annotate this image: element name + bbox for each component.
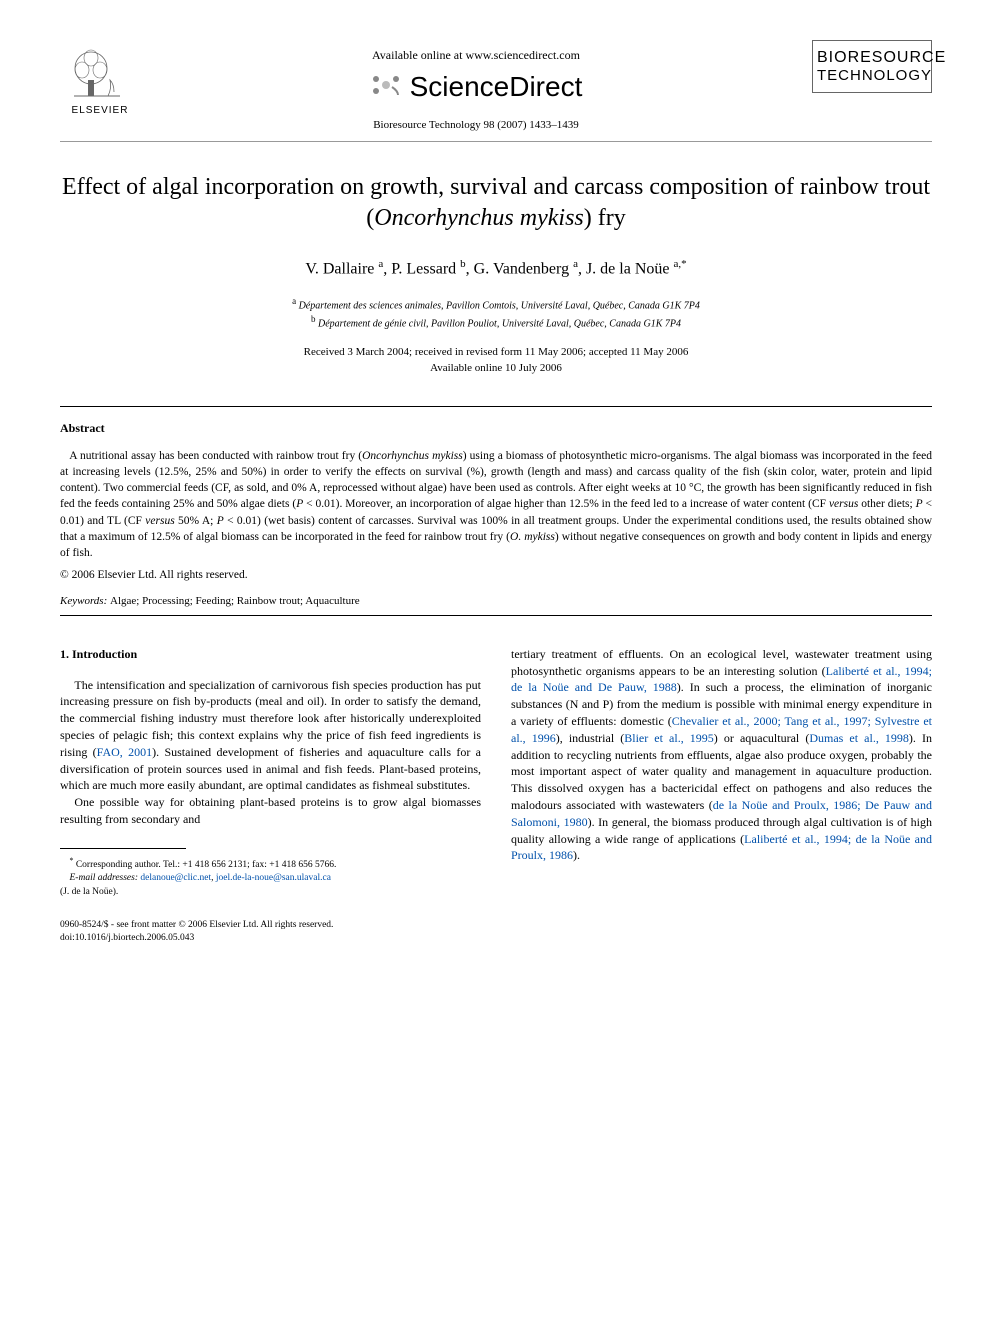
column-left: 1. Introduction The intensification and …	[60, 646, 481, 946]
abs-seg: A nutritional assay has been conducted w…	[69, 450, 362, 462]
dates-line1: Received 3 March 2004; received in revis…	[304, 346, 689, 358]
citation-link[interactable]: Dumas et al., 1998	[809, 731, 909, 745]
abs-versus: versus	[145, 515, 174, 527]
abs-seg: < 0.01). Moreover, an incorporation of a…	[303, 498, 829, 510]
author-1: V. Dallaire	[305, 261, 378, 278]
intro-heading: 1. Introduction	[60, 646, 481, 663]
journal-logo-line2: TECHNOLOGY	[817, 67, 927, 84]
body-columns: 1. Introduction The intensification and …	[60, 646, 932, 946]
center-header: Available online at www.sciencedirect.co…	[140, 40, 812, 131]
doi: doi:10.1016/j.biortech.2006.05.043	[60, 932, 481, 945]
title-post: ) fry	[584, 205, 626, 231]
abs-seg: 50% A;	[175, 515, 217, 527]
footnotes: * Corresponding author. Tel.: +1 418 656…	[60, 855, 481, 899]
abstract-text: A nutritional assay has been conducted w…	[60, 448, 932, 561]
article-dates: Received 3 March 2004; received in revis…	[60, 345, 932, 376]
copyright-line: © 2006 Elsevier Ltd. All rights reserved…	[60, 569, 932, 581]
email-link[interactable]: delanoue@clic.net	[140, 873, 211, 883]
sciencedirect-brand: ScienceDirect	[140, 71, 812, 103]
abs-versus: versus	[829, 498, 858, 510]
abs-species: Oncorhynchus mykiss	[362, 450, 463, 462]
elsevier-tree-icon	[70, 40, 130, 100]
citation-text: Bioresource Technology 98 (2007) 1433–14…	[140, 119, 812, 131]
abstract-bottom-divider	[60, 615, 932, 616]
journal-logo: BIORESOURCE TECHNOLOGY	[812, 40, 932, 93]
email-label: E-mail addresses:	[70, 873, 139, 883]
article-title: Effect of algal incorporation on growth,…	[60, 172, 932, 234]
elsevier-logo: ELSEVIER	[60, 40, 140, 116]
header-divider	[60, 141, 932, 142]
abs-pval: P	[916, 498, 923, 510]
citation-link[interactable]: Blier et al., 1995	[624, 731, 714, 745]
author-4-aff: a,*	[673, 258, 686, 270]
abs-pval: P	[217, 515, 224, 527]
intro-seg: ).	[573, 848, 580, 862]
affiliations: a Département des sciences animales, Pav…	[60, 295, 932, 332]
keywords-label: Keywords:	[60, 595, 110, 607]
abstract-top-divider	[60, 406, 932, 407]
column-right: tertiary treatment of effluents. On an e…	[511, 646, 932, 946]
dates-line2: Available online 10 July 2006	[430, 362, 562, 374]
authors-list: V. Dallaire a, P. Lessard b, G. Vandenbe…	[60, 258, 932, 278]
sciencedirect-icon	[370, 73, 402, 102]
intro-para-1: The intensification and specialization o…	[60, 677, 481, 795]
abstract-heading: Abstract	[60, 421, 932, 436]
title-species: Oncorhynchus mykiss	[374, 205, 584, 231]
corr-text: Corresponding author. Tel.: +1 418 656 2…	[76, 860, 337, 870]
aff-a: Département des sciences animales, Pavil…	[296, 300, 700, 311]
journal-logo-line1: BIORESOURCE	[817, 49, 927, 67]
intro-para-2: One possible way for obtaining plant-bas…	[60, 794, 481, 828]
email-addresses: E-mail addresses: delanoue@clic.net, joe…	[60, 872, 481, 885]
author-2: , P. Lessard	[383, 261, 460, 278]
intro-seg: One possible way for obtaining plant-bas…	[60, 795, 481, 826]
keywords-text: Algae; Processing; Feeding; Rainbow trou…	[110, 595, 360, 607]
aff-b: Département de génie civil, Pavillon Pou…	[316, 318, 681, 329]
keywords: Keywords: Algae; Processing; Feeding; Ra…	[60, 595, 932, 607]
author-4: , J. de la Noüe	[578, 261, 674, 278]
citation-link[interactable]: FAO, 2001	[97, 745, 152, 759]
abs-species: O. mykiss	[510, 531, 555, 543]
elsevier-label: ELSEVIER	[60, 105, 140, 116]
corresponding-author: * Corresponding author. Tel.: +1 418 656…	[60, 855, 481, 872]
footnote-divider	[60, 848, 186, 849]
intro-seg: ), industrial (	[556, 731, 624, 745]
available-online-text: Available online at www.sciencedirect.co…	[140, 48, 812, 63]
intro-seg: ) or aquacultural (	[714, 731, 810, 745]
header-row: ELSEVIER Available online at www.science…	[60, 40, 932, 131]
abs-seg: other diets;	[858, 498, 915, 510]
email-author: (J. de la Noüe).	[60, 886, 481, 899]
front-matter: 0960-8524/$ - see front matter © 2006 El…	[60, 919, 481, 932]
bottom-info: 0960-8524/$ - see front matter © 2006 El…	[60, 919, 481, 946]
author-3: , G. Vandenberg	[466, 261, 573, 278]
email-link[interactable]: joel.de-la-noue@san.ulaval.ca	[216, 873, 331, 883]
intro-para-3: tertiary treatment of effluents. On an e…	[511, 646, 932, 864]
sciencedirect-text: ScienceDirect	[410, 71, 583, 103]
